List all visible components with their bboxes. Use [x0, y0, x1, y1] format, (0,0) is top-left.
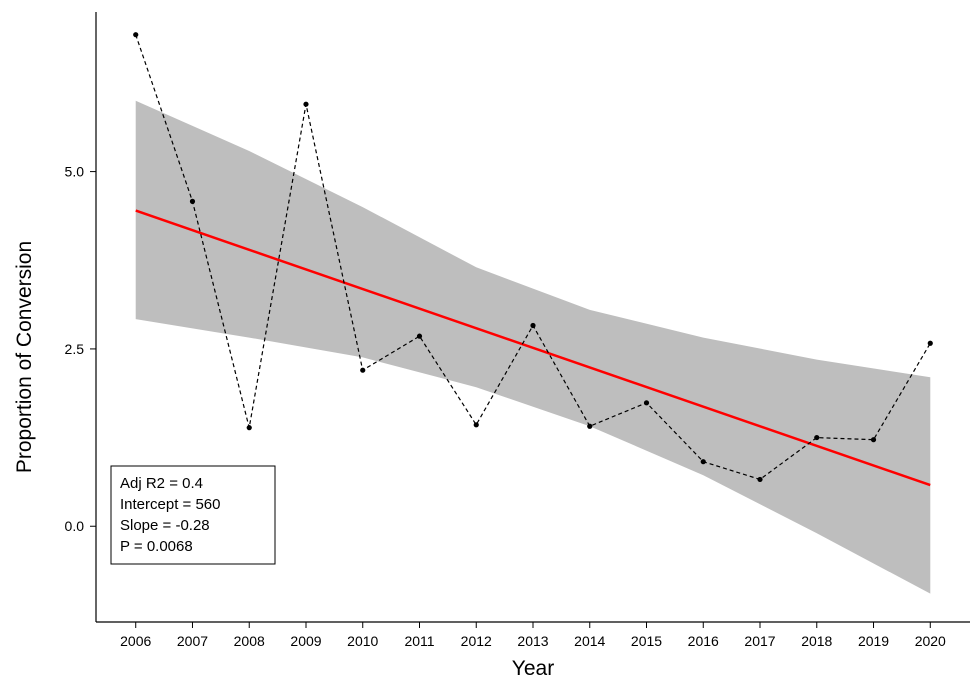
data-point-2020	[927, 340, 933, 346]
x-axis-title: Year	[512, 657, 554, 680]
data-point-2009	[303, 101, 309, 107]
y-axis-title: Proportion of Conversion	[13, 241, 36, 473]
x-tick-label: 2008	[234, 633, 265, 649]
stat-adj-r2: Adj R2 = 0.4	[120, 475, 203, 492]
x-tick-label: 2015	[631, 633, 662, 649]
stats-box-frame	[110, 465, 276, 565]
x-tick-label: 2009	[290, 633, 321, 649]
x-tick-label: 2020	[915, 633, 946, 649]
x-tick-label: 2019	[858, 633, 889, 649]
data-point-2016	[700, 459, 706, 465]
data-point-2011	[416, 333, 423, 339]
y-tick-label: 2.5	[65, 341, 85, 357]
data-point-2012	[473, 422, 479, 428]
data-point-2018	[814, 434, 820, 441]
x-tick-label: 2010	[347, 633, 378, 649]
x-tick-label: 2018	[801, 633, 832, 649]
data-point-2006	[133, 32, 139, 38]
x-tick-label: 2013	[517, 633, 548, 649]
y-tick-label: 5.0	[65, 164, 85, 180]
regression-line	[135, 209, 931, 487]
x-tick-label: 2014	[574, 633, 605, 649]
y-ticks: 0.0 2.5 5.0	[65, 164, 96, 534]
x-tick-label: 2011	[404, 633, 434, 649]
data-points	[133, 32, 933, 483]
stat-intercept: Intercept = 560	[120, 496, 221, 513]
data-point-2019	[870, 437, 877, 443]
axes: 2006 2007 2008 2009 2010 2011 2012 2013 2014 2015…	[65, 12, 970, 649]
data-point-2008	[246, 425, 252, 431]
x-tick-label: 2017	[744, 633, 775, 649]
x-ticks: 2006 2007 2008 2009 2010 2011 2012 2013 2014 2015…	[120, 622, 946, 649]
y-tick-label: 0.0	[65, 518, 85, 534]
x-tick-label: 2016	[688, 633, 719, 649]
data-point-2013	[530, 322, 536, 329]
x-tick-label: 2007	[177, 633, 208, 649]
plot-area	[133, 32, 933, 594]
data-point-2015	[643, 400, 650, 406]
data-point-2017	[757, 476, 763, 483]
stat-p-value: P = 0.0068	[120, 538, 193, 555]
data-point-2007	[189, 198, 196, 204]
x-tick-label: 2006	[120, 633, 151, 649]
data-point-2014	[587, 423, 593, 429]
x-tick-label: 2012	[461, 633, 492, 649]
stats-box: Adj R2 = 0.4 Intercept = 560 Slope = -0.…	[110, 465, 276, 565]
data-point-2010	[360, 367, 366, 373]
stat-slope: Slope = -0.28	[120, 517, 210, 534]
